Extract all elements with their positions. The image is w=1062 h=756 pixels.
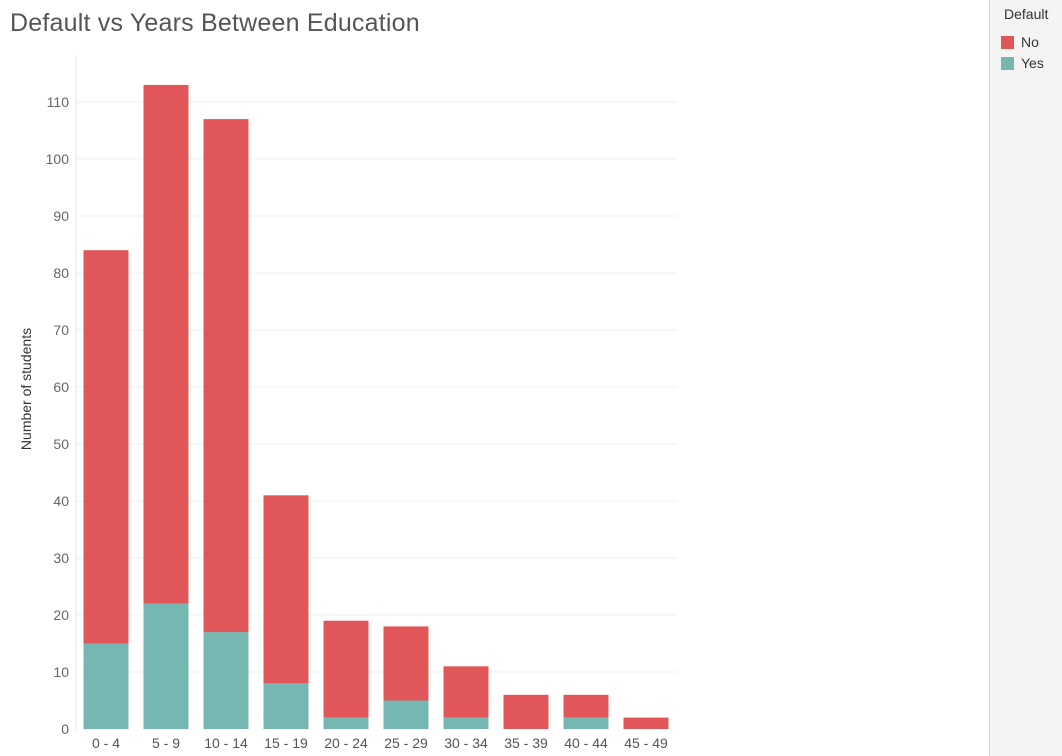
- bars: [83, 84, 669, 730]
- y-tick-label-60: 60: [53, 379, 69, 395]
- bar-no-2[interactable]: [203, 119, 249, 633]
- x-tick-label-8: 40 - 44: [564, 735, 608, 751]
- y-tick-label-40: 40: [53, 493, 69, 509]
- x-tick-label-6: 30 - 34: [444, 735, 488, 751]
- legend-title: Default: [1004, 6, 1049, 22]
- legend: Default No Yes: [989, 0, 1062, 756]
- y-tick-labels: 0 10 20 30 40 50 60 70 80 90 100 110: [46, 94, 70, 737]
- y-axis-label: Number of students: [18, 328, 34, 450]
- y-tick-label-50: 50: [53, 436, 69, 452]
- y-tick-label-110: 110: [47, 94, 70, 110]
- y-tick-label-20: 20: [53, 607, 69, 623]
- bar-yes-0[interactable]: [83, 643, 129, 730]
- y-tick-label-0: 0: [61, 721, 69, 737]
- bar-yes-4[interactable]: [323, 717, 369, 729]
- legend-label-no: No: [1021, 34, 1039, 50]
- y-tick-label-10: 10: [53, 664, 69, 680]
- bar-no-4[interactable]: [323, 620, 369, 718]
- legend-swatch-no: [1001, 35, 1014, 49]
- bar-no-7[interactable]: [503, 694, 549, 729]
- bar-yes-3[interactable]: [263, 683, 309, 729]
- bar-no-1[interactable]: [143, 84, 189, 604]
- legend-label-yes: Yes: [1021, 55, 1044, 71]
- bar-yes-5[interactable]: [383, 700, 429, 730]
- y-tick-label-100: 100: [46, 151, 70, 167]
- bar-yes-1[interactable]: [143, 603, 189, 729]
- x-tick-label-9: 45 - 49: [624, 735, 668, 751]
- bar-no-8[interactable]: [563, 694, 609, 718]
- legend-swatch-yes: [1001, 56, 1014, 70]
- bar-no-9[interactable]: [623, 717, 669, 729]
- stacked-bar-chart: 0 10 20 30 40 50 60 70 80 90 100 110 Number of stud…: [18, 55, 677, 751]
- x-tick-label-0: 0 - 4: [92, 735, 120, 751]
- bar-yes-2[interactable]: [203, 632, 249, 729]
- x-tick-label-2: 10 - 14: [204, 735, 248, 751]
- legend-item-yes[interactable]: Yes: [1001, 55, 1044, 71]
- y-tick-label-90: 90: [53, 208, 69, 224]
- chart-title: Default vs Years Between Education: [10, 9, 420, 37]
- bar-no-5[interactable]: [383, 626, 429, 701]
- legend-item-no[interactable]: No: [1001, 34, 1039, 50]
- bar-no-0[interactable]: [83, 250, 129, 644]
- x-tick-label-1: 5 - 9: [152, 735, 180, 751]
- x-tick-label-4: 20 - 24: [324, 735, 368, 751]
- x-tick-label-5: 25 - 29: [384, 735, 428, 751]
- y-tick-label-70: 70: [53, 322, 69, 338]
- bar-no-6[interactable]: [443, 666, 489, 718]
- x-tick-label-3: 15 - 19: [264, 735, 308, 751]
- x-tick-label-7: 35 - 39: [504, 735, 548, 751]
- bar-yes-6[interactable]: [443, 717, 489, 729]
- y-tick-label-80: 80: [53, 265, 69, 281]
- x-tick-labels: 0 - 4 5 - 9 10 - 14 15 - 19 20 - 24 25 - 29 30…: [92, 735, 668, 751]
- bar-no-3[interactable]: [263, 495, 309, 684]
- bar-yes-8[interactable]: [563, 717, 609, 729]
- y-tick-label-30: 30: [53, 550, 69, 566]
